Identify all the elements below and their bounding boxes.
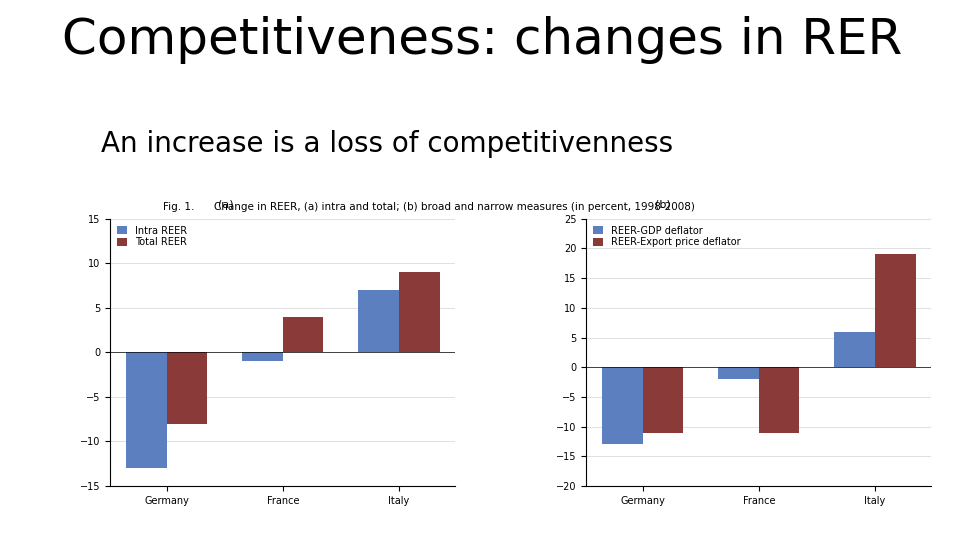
Text: (a): (a) [218, 199, 233, 210]
Text: Fig. 1.      Change in REER, (a) intra and total; (b) broad and narrow measures : Fig. 1. Change in REER, (a) intra and to… [163, 202, 695, 213]
Bar [642, 367, 684, 433]
Bar [242, 353, 283, 361]
Bar [758, 367, 800, 433]
Bar [126, 353, 167, 468]
Text: (b): (b) [655, 199, 670, 210]
Bar [399, 272, 440, 353]
Legend: Intra REER, Total REER: Intra REER, Total REER [115, 224, 189, 249]
Bar [167, 353, 207, 423]
Bar [358, 290, 399, 353]
Bar [718, 367, 758, 379]
Text: Competitiveness: changes in RER: Competitiveness: changes in RER [62, 16, 902, 64]
Bar [602, 367, 642, 444]
Bar [283, 316, 324, 353]
Legend: REER-GDP deflator, REER-Export price deflator: REER-GDP deflator, REER-Export price def… [591, 224, 742, 249]
Bar [875, 254, 916, 367]
Bar [834, 332, 875, 367]
Text: An increase is a loss of competitivenness: An increase is a loss of competitivennes… [101, 130, 673, 158]
